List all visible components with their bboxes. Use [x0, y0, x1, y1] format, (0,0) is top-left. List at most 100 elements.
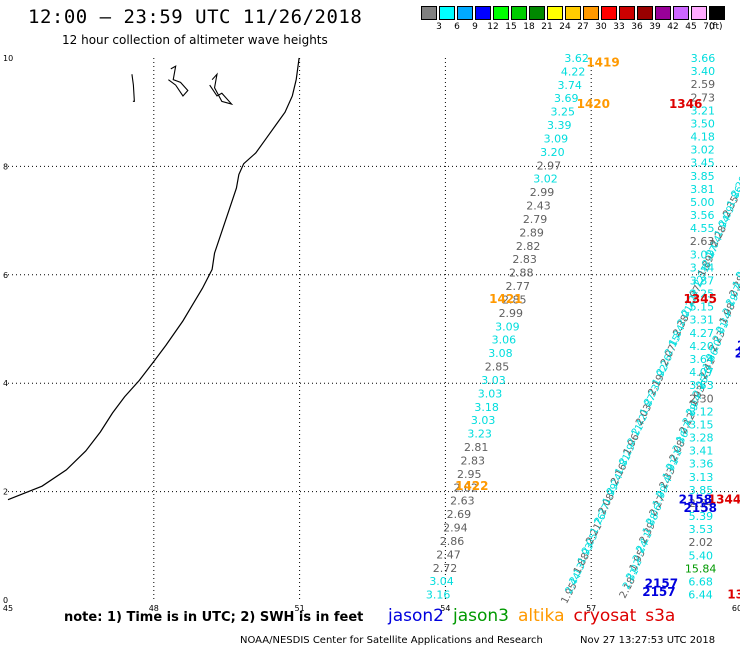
track-value: 3.09	[495, 320, 520, 333]
track-value: 4.55	[690, 222, 715, 235]
track-value: 3.18	[474, 401, 499, 414]
legend-bin-label: 21	[541, 22, 553, 32]
track-value: 3.03	[471, 414, 496, 427]
mission-label: jason3	[453, 606, 509, 626]
footer-generated-time: Nov 27 13:27:53 UTC 2018	[580, 635, 716, 646]
legend-bin-label: 70	[703, 22, 715, 32]
track-value: 3.04	[429, 575, 454, 588]
legend-swatch	[439, 6, 455, 20]
track-value: 3.53	[689, 523, 714, 536]
track-value: 2.79	[523, 213, 548, 226]
pass-number-label: 2158	[684, 501, 717, 515]
legend-bin-label: 24	[559, 22, 571, 32]
track-value: 2.82	[454, 481, 479, 494]
x-tick-label: 45	[3, 604, 13, 613]
track-value: 4.20	[689, 340, 714, 353]
track-value: 3.21	[690, 104, 715, 117]
track-value: 3.25	[690, 288, 715, 301]
track-value: 2.85	[485, 361, 510, 374]
pass-number-label: 1346	[669, 97, 702, 111]
mission-label: cryosat	[573, 606, 637, 626]
legend-swatch	[601, 6, 617, 20]
track-value: 3.44	[690, 261, 715, 274]
legend-bin-label: 42	[667, 22, 679, 32]
legend-swatch	[565, 6, 581, 20]
island-outline	[131, 74, 135, 102]
legend-swatch	[421, 6, 437, 20]
track-value: 2.63	[690, 235, 715, 248]
track-value: 3.15	[689, 418, 714, 431]
track-value: 3.41	[689, 445, 714, 458]
track-value: 3.31	[690, 314, 715, 327]
track-value: 3.12	[689, 405, 714, 418]
track-value: 2.97	[537, 159, 562, 172]
pass-number-label: 2	[735, 346, 740, 360]
pass-number-label: 2157	[645, 577, 678, 591]
x-tick-label: 57	[586, 604, 596, 613]
legend-swatch	[547, 6, 563, 20]
track-value: 3.66	[691, 52, 716, 65]
track-value: 3.36	[689, 458, 714, 471]
y-tick-label: 2	[3, 488, 8, 497]
track-value: 2.99	[499, 307, 524, 320]
x-tick-label: 51	[295, 604, 305, 613]
track-value: 5.00	[690, 196, 715, 209]
track-value: 2.59	[691, 78, 716, 91]
legend-swatch	[709, 6, 725, 20]
track-value: 2.85	[502, 293, 527, 306]
legend-bin-label: 3	[436, 22, 442, 32]
track-value: 3.13	[689, 471, 714, 484]
track-value: 3.85	[689, 484, 714, 497]
pass-number-label: 1420	[577, 97, 610, 111]
track-value: 4.07	[689, 366, 714, 379]
track-value: 3.20	[540, 146, 565, 159]
track-value: 2.73	[691, 91, 716, 104]
legend-swatch	[457, 6, 473, 20]
map-grid	[8, 58, 737, 600]
track-value: 3.69	[554, 92, 579, 105]
legend-swatch	[511, 6, 527, 20]
pass-number-label: 2	[737, 338, 740, 352]
track-value: 3.16	[426, 589, 451, 602]
pass-number-label: 134	[727, 588, 740, 602]
track-value: 3.02	[690, 144, 715, 157]
track-value: 4.22	[561, 65, 586, 78]
track-value: 2.81	[464, 441, 489, 454]
y-tick-label: 4	[3, 379, 8, 388]
footer-note: note: 1) Time is in UTC; 2) SWH is in fe…	[64, 610, 364, 625]
page-title: 12:00 – 23:59 UTC 11/26/2018	[28, 6, 363, 28]
track-value: 3.85	[690, 170, 715, 183]
mission-label: altika	[518, 606, 565, 626]
track-value: 3.03	[478, 387, 503, 400]
track-value: 2.77	[506, 280, 531, 293]
mission-label: s3a	[645, 606, 676, 626]
legend-bin-label: 12	[487, 22, 499, 32]
track-value: 2.43	[526, 200, 551, 213]
track-value: 3.45	[690, 157, 715, 170]
pass-number-label: 1422	[455, 479, 488, 493]
pass-number-label: 1419	[586, 55, 619, 69]
y-tick-label: 8	[3, 162, 8, 171]
pass-labels-layer: 1419142014211422134613451344134215821582…	[455, 55, 740, 601]
legend-swatch	[583, 6, 599, 20]
track-value: 3.39	[547, 119, 572, 132]
track-value: 3.74	[557, 79, 582, 92]
x-tick-label: 54	[440, 604, 450, 613]
track-value: 6.44	[688, 589, 713, 602]
footer-credit: NOAA/NESDIS Center for Satellite Applica…	[240, 635, 543, 646]
map-axis-ticks: 45 48 51 54 57 60 0 2 4 6 8 10	[3, 54, 740, 613]
track-value: 3.28	[689, 432, 714, 445]
track-value: 2.83	[512, 253, 537, 266]
pass-number-label: 1345	[684, 292, 717, 306]
track-value: 5.15	[690, 301, 715, 314]
legend-unit: (ft)	[709, 22, 723, 32]
legend-bin-label: 27	[577, 22, 589, 32]
track-value: 3.23	[467, 428, 492, 441]
track-value: 2.72	[433, 562, 458, 575]
legend-swatch	[619, 6, 635, 20]
legend-swatch	[529, 6, 545, 20]
legend-bin-label: 9	[472, 22, 478, 32]
x-tick-label: 60	[732, 604, 740, 613]
track-value: 3.08	[488, 347, 513, 360]
